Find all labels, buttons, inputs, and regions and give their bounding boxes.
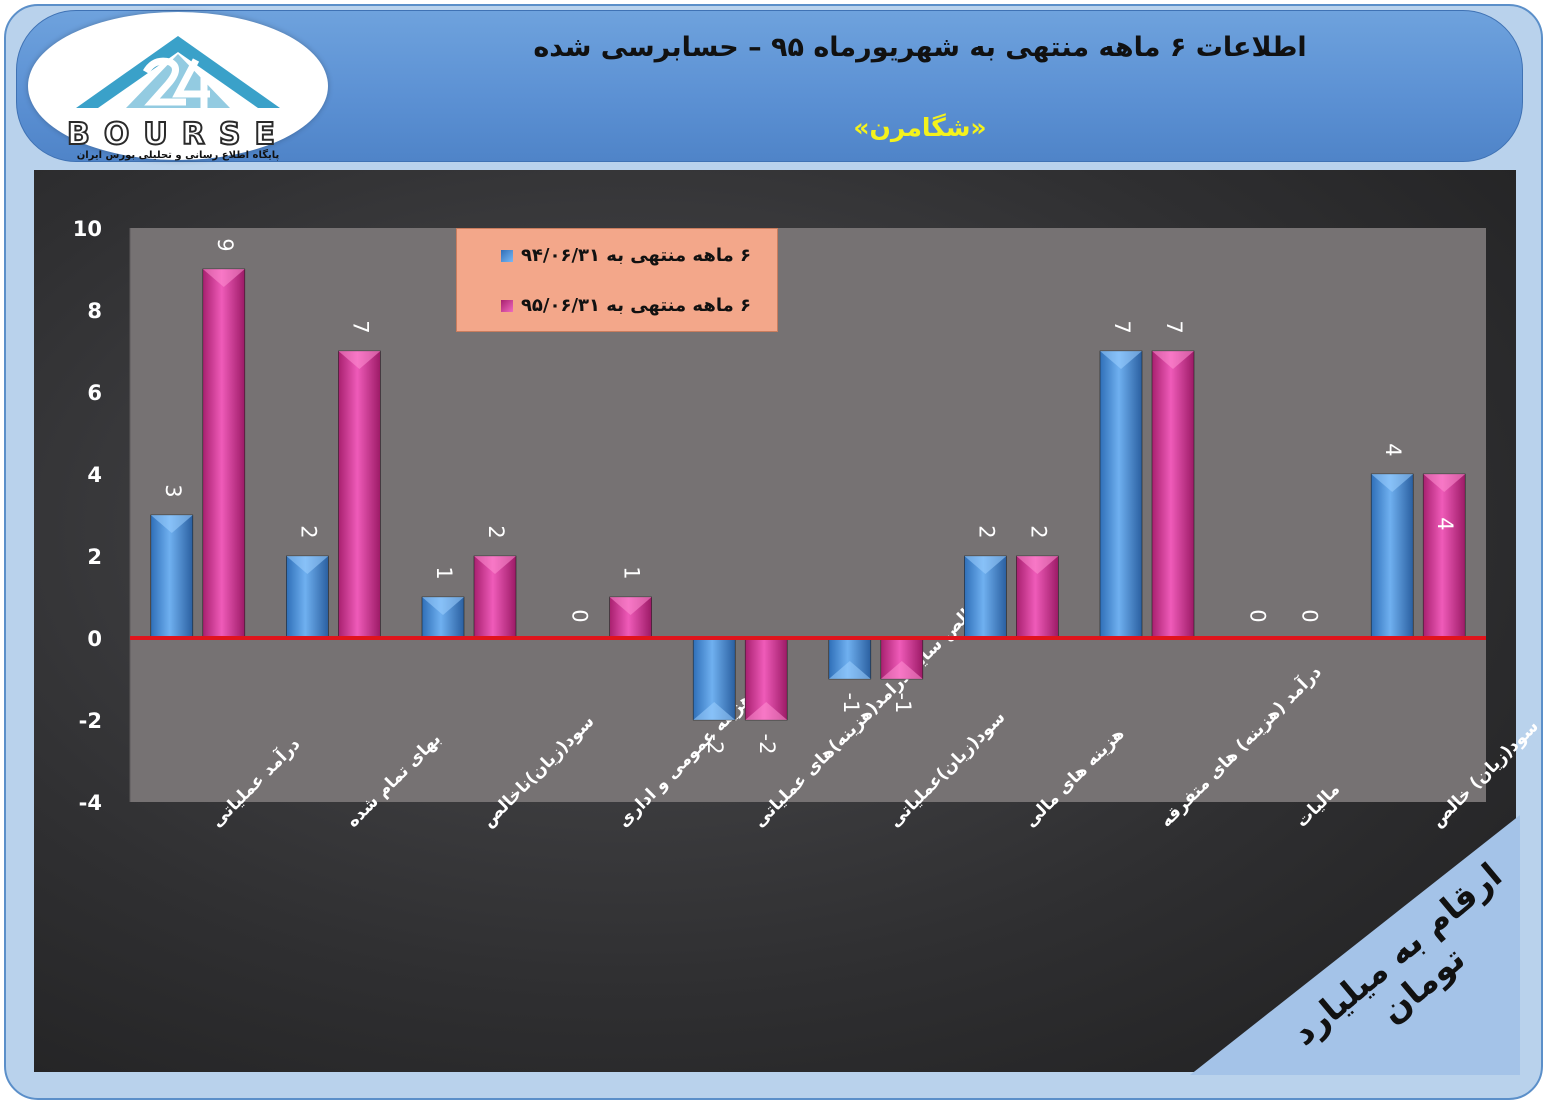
- data-label-series-2: 7: [1162, 320, 1186, 333]
- y-tick-label: 8: [87, 299, 102, 323]
- data-label-series-2: 0: [1298, 609, 1322, 622]
- logo-tagline: پایگاه اطلاع رسانی و تحلیلی بورس ایران: [76, 150, 280, 161]
- legend-item-series-2: ۶ ماهه منتهی به ۹۵/۰۶/۳۱: [500, 295, 751, 316]
- data-label-series-2: 1: [620, 566, 644, 579]
- y-tick-label: 6: [87, 381, 102, 405]
- y-tick-label: 10: [73, 217, 102, 241]
- data-label-series-1: 0: [1246, 609, 1270, 622]
- bar-cap-series-1: [1100, 351, 1142, 369]
- bar-series-2: [202, 268, 246, 639]
- bourse-logo: BOURSE پایگاه اطلاع رسانی و تحلیلی بورس …: [28, 12, 328, 161]
- y-tick-label: -4: [79, 791, 102, 815]
- data-label-series-1: 7: [1110, 320, 1134, 333]
- bar-cap-series-1: [1371, 474, 1414, 492]
- data-label-series-1: 2: [974, 525, 998, 538]
- y-tick-label: 2: [87, 545, 102, 569]
- bar-cap-series-2: [202, 269, 245, 287]
- bar-cap-series-2: [1016, 556, 1059, 574]
- bar-series-2: [1422, 473, 1466, 639]
- logo-emblem-icon: [76, 36, 280, 108]
- bar-cap-series-2: [745, 702, 788, 720]
- bar-cap-series-2: [880, 661, 923, 679]
- bar-series-2: [1151, 350, 1195, 639]
- bar-cap-series-1: [828, 661, 871, 679]
- logo-wordmark: BOURSE: [66, 116, 289, 153]
- data-label-series-2: 4: [1433, 517, 1457, 530]
- data-label-series-2: 2: [1026, 525, 1050, 538]
- data-label-series-2: -2: [755, 734, 779, 755]
- data-label-series-2: 9: [213, 238, 237, 251]
- bar-cap-series-1: [693, 702, 736, 720]
- data-label-series-1: 3: [161, 484, 185, 497]
- data-label-series-2: 7: [348, 320, 372, 333]
- data-label-series-1: 0: [568, 609, 592, 622]
- data-label-series-1: 2: [296, 525, 320, 538]
- y-tick-label: -2: [79, 709, 102, 733]
- bar-cap-series-2: [474, 556, 516, 574]
- bar-series-1: [150, 514, 194, 639]
- legend-item-series-1: ۶ ماهه منتهی به ۹۴/۰۶/۳۱: [500, 245, 751, 266]
- bar-cap-series-1: [422, 597, 464, 615]
- data-label-series-1: -1: [839, 693, 863, 714]
- company-name: «شگامرن»: [853, 113, 987, 142]
- bar-cap-series-2: [1423, 474, 1466, 492]
- bar-cap-series-1: [286, 556, 329, 574]
- data-label-series-2: -1: [891, 693, 915, 714]
- bar-series-2: [338, 350, 381, 639]
- bar-cap-series-1: [964, 556, 1007, 574]
- legend-swatch-blue-icon: [500, 249, 513, 262]
- data-label-series-1: 4: [1381, 443, 1405, 456]
- chart-legend: ۶ ماهه منتهی به ۹۴/۰۶/۳۱ ۶ ماهه منتهی به…: [456, 228, 778, 332]
- data-label-series-1: -2: [703, 734, 727, 755]
- page-title: اطلاعات ۶ ماهه منتهی به شهریورماه ۹۵ – ح…: [533, 32, 1307, 63]
- y-tick-label: 4: [87, 463, 102, 487]
- data-label-series-2: 2: [484, 525, 508, 538]
- bar-cap-series-2: [338, 351, 381, 369]
- bar-cap-series-2: [609, 597, 652, 615]
- legend-swatch-magenta-icon: [500, 299, 513, 312]
- data-label-series-1: 1: [432, 566, 456, 579]
- bar-cap-series-1: [150, 515, 193, 533]
- bar-series-1: [1099, 350, 1143, 639]
- legend-label-series-1: ۶ ماهه منتهی به ۹۴/۰۶/۳۱: [520, 245, 751, 266]
- bar-cap-series-2: [1152, 351, 1194, 369]
- legend-label-series-2: ۶ ماهه منتهی به ۹۵/۰۶/۳۱: [520, 295, 751, 316]
- y-tick-label: 0: [87, 627, 102, 651]
- bar-series-1: [1370, 473, 1414, 639]
